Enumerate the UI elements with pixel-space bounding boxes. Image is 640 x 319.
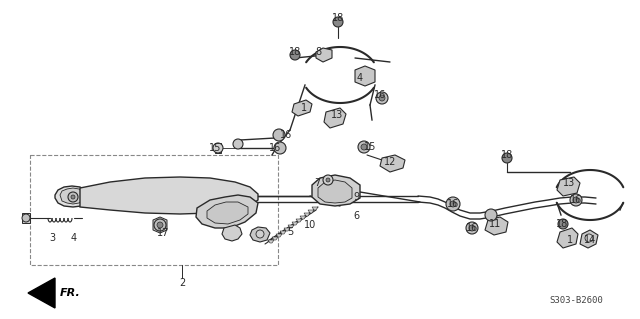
Text: FR.: FR. — [60, 288, 81, 298]
Polygon shape — [557, 177, 580, 196]
Text: 16: 16 — [269, 143, 281, 153]
Polygon shape — [153, 217, 167, 233]
Polygon shape — [22, 213, 30, 223]
Text: S303-B2600: S303-B2600 — [549, 296, 603, 305]
Text: 14: 14 — [584, 235, 596, 245]
Polygon shape — [222, 225, 242, 241]
Text: 15: 15 — [209, 143, 221, 153]
Polygon shape — [215, 143, 221, 153]
Polygon shape — [207, 202, 248, 224]
Circle shape — [233, 139, 243, 149]
Circle shape — [71, 195, 75, 199]
Text: 7: 7 — [314, 178, 320, 188]
Text: 18: 18 — [501, 150, 513, 160]
Text: 13: 13 — [563, 178, 575, 188]
Polygon shape — [268, 240, 274, 243]
Circle shape — [274, 142, 286, 154]
Text: 13: 13 — [331, 110, 343, 120]
Polygon shape — [312, 207, 318, 210]
Text: 1: 1 — [567, 235, 573, 245]
Polygon shape — [272, 237, 278, 240]
Circle shape — [157, 222, 163, 228]
Text: 16: 16 — [280, 130, 292, 140]
Circle shape — [333, 17, 343, 27]
Text: 5: 5 — [287, 227, 293, 237]
Polygon shape — [292, 100, 312, 116]
Circle shape — [573, 197, 579, 203]
Circle shape — [273, 129, 285, 141]
Circle shape — [358, 141, 370, 153]
Circle shape — [326, 178, 330, 182]
Circle shape — [323, 175, 333, 185]
Circle shape — [558, 219, 568, 229]
Circle shape — [256, 230, 264, 238]
Text: 2: 2 — [179, 278, 185, 288]
Text: 10: 10 — [304, 220, 316, 230]
Text: 8: 8 — [315, 47, 321, 57]
Polygon shape — [250, 227, 270, 242]
Circle shape — [485, 209, 497, 221]
Polygon shape — [284, 228, 290, 231]
Text: 18: 18 — [289, 47, 301, 57]
Polygon shape — [324, 108, 346, 128]
Polygon shape — [55, 186, 89, 207]
Polygon shape — [280, 231, 286, 234]
Circle shape — [466, 222, 478, 234]
Text: 1: 1 — [301, 103, 307, 113]
Polygon shape — [355, 66, 375, 86]
Circle shape — [290, 50, 300, 60]
Text: 16: 16 — [570, 195, 582, 205]
Circle shape — [446, 197, 460, 211]
Circle shape — [361, 144, 367, 150]
Polygon shape — [304, 213, 310, 216]
Circle shape — [379, 95, 385, 101]
Polygon shape — [276, 234, 282, 237]
Circle shape — [376, 92, 388, 104]
Polygon shape — [196, 195, 258, 228]
Polygon shape — [380, 155, 405, 172]
Text: 16: 16 — [447, 199, 459, 209]
Polygon shape — [308, 210, 314, 213]
Polygon shape — [580, 230, 598, 248]
Polygon shape — [300, 216, 306, 219]
Polygon shape — [60, 188, 85, 204]
Text: 4: 4 — [71, 233, 77, 243]
Circle shape — [570, 194, 582, 206]
Circle shape — [450, 201, 456, 207]
Text: 16: 16 — [374, 90, 386, 100]
Polygon shape — [485, 217, 508, 235]
Polygon shape — [28, 278, 55, 308]
Polygon shape — [318, 180, 352, 203]
Text: 4: 4 — [357, 73, 363, 83]
Circle shape — [502, 153, 512, 163]
Circle shape — [68, 192, 78, 202]
Text: 12: 12 — [384, 157, 396, 167]
Circle shape — [154, 219, 166, 231]
Circle shape — [469, 225, 475, 231]
Text: 18: 18 — [332, 13, 344, 23]
Text: 17: 17 — [157, 228, 169, 238]
Text: 6: 6 — [353, 211, 359, 221]
Polygon shape — [80, 177, 258, 214]
Polygon shape — [296, 219, 302, 222]
Text: 9: 9 — [353, 192, 359, 202]
Polygon shape — [312, 175, 360, 206]
Text: 18: 18 — [556, 219, 568, 229]
Polygon shape — [316, 48, 332, 62]
Text: 3: 3 — [49, 233, 55, 243]
Polygon shape — [292, 222, 298, 225]
Text: 11: 11 — [489, 219, 501, 229]
Circle shape — [585, 234, 593, 242]
Circle shape — [213, 143, 223, 153]
Text: 16: 16 — [466, 223, 478, 233]
Text: 15: 15 — [364, 142, 376, 152]
Polygon shape — [557, 228, 578, 248]
Polygon shape — [288, 225, 294, 228]
Circle shape — [22, 214, 30, 222]
